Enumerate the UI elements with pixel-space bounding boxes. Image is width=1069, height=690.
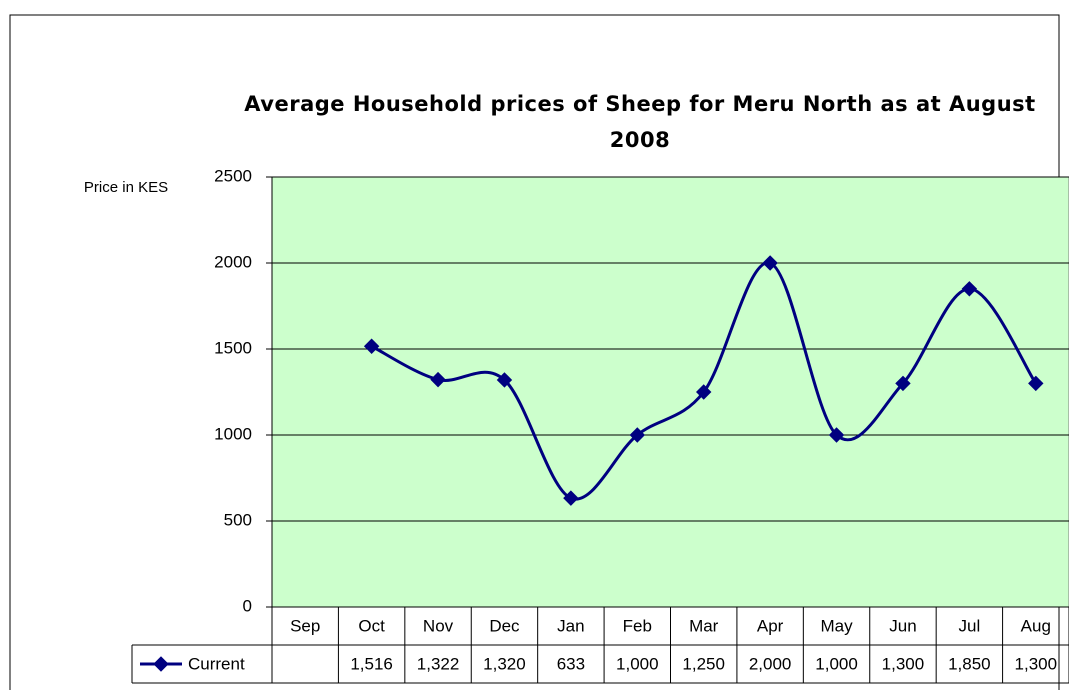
y-tick-label: 1500 (214, 338, 252, 357)
x-tick-label: May (820, 616, 853, 635)
legend-label: Current (188, 654, 245, 673)
table-value: 1,516 (350, 654, 393, 673)
y-axis-label: Price in KES (84, 179, 168, 196)
data-point (696, 384, 712, 400)
x-tick-label: Feb (623, 616, 652, 635)
data-point (828, 427, 845, 443)
data-point (961, 281, 978, 297)
table-value: 1,300 (1015, 654, 1058, 673)
table-value: 1,000 (616, 654, 659, 673)
table-value: 1,320 (483, 654, 526, 673)
table-value: 2,000 (749, 654, 792, 673)
x-tick-label: Nov (423, 616, 454, 635)
data-point (762, 255, 778, 271)
table-value: 1,250 (682, 654, 725, 673)
y-tick-label: 2500 (214, 166, 252, 185)
x-tick-label: Jul (959, 616, 981, 635)
x-tick-label: Dec (489, 616, 520, 635)
data-point (895, 375, 911, 392)
legend-marker (153, 656, 169, 672)
table-value: 1,322 (417, 654, 460, 673)
chart-title: Average Household prices of Sheep for Me… (244, 92, 1036, 152)
table-value: 633 (557, 654, 585, 673)
y-tick-label: 0 (243, 596, 252, 615)
x-tick-label: Apr (757, 616, 784, 635)
x-tick-label: Sep (290, 616, 320, 635)
table-value: 1,850 (948, 654, 991, 673)
data-point (629, 427, 645, 443)
table-value: 1,000 (815, 654, 858, 673)
y-tick-label: 1000 (214, 424, 252, 443)
table-value: 1,300 (882, 654, 925, 673)
data-point (1028, 375, 1044, 392)
y-tick-label: 500 (224, 510, 252, 529)
data-point (363, 338, 380, 354)
y-tick-label: 2000 (214, 252, 252, 271)
x-tick-label: Jan (557, 616, 584, 635)
x-tick-label: Mar (689, 616, 719, 635)
data-point (496, 372, 513, 388)
data-point (430, 371, 446, 388)
x-tick-label: Jun (889, 616, 916, 635)
x-tick-label: Aug (1021, 616, 1051, 635)
data-point (563, 490, 579, 506)
x-tick-label: Oct (358, 616, 385, 635)
plot-area (271, 176, 1069, 608)
